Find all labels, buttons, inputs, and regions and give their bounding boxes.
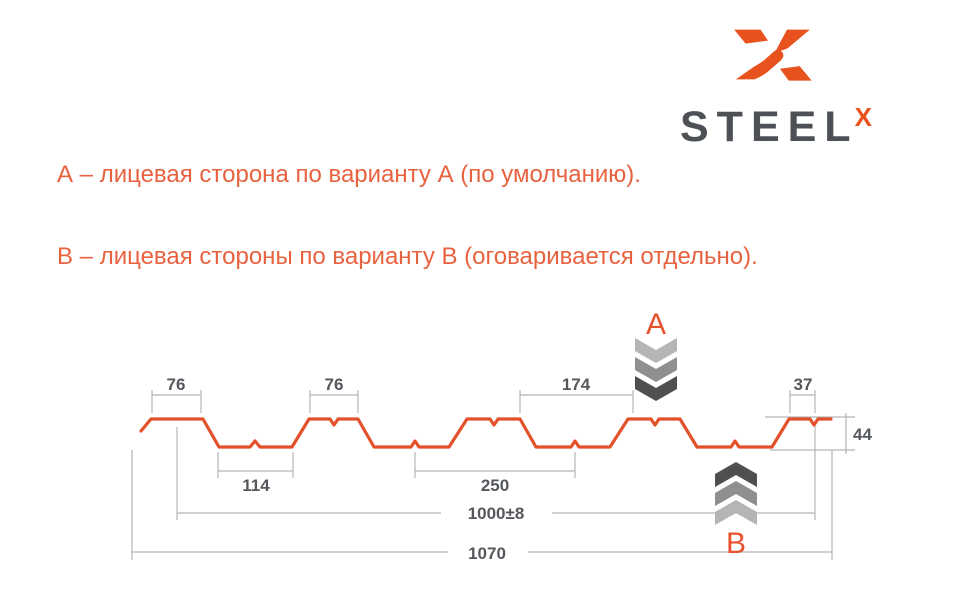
dim-edge-flat-lines (789, 390, 816, 413)
chevron-down-icon (635, 338, 677, 363)
dim-valley-open-label: 174 (562, 375, 591, 394)
dim-edge-flat-label: 37 (794, 375, 813, 394)
logo-superscript-x: X (854, 102, 872, 132)
dim-overall-width-lines (131, 450, 833, 560)
dim-crest-left-lines (151, 390, 202, 413)
heading-variant-a: А – лицевая сторона по варианту А (по ум… (57, 161, 641, 188)
dim-valley-open-lines (519, 390, 634, 413)
logo-wordmark: STEELX (680, 102, 872, 152)
dim-overall-width-label: 1070 (468, 544, 506, 563)
dim-crest-mid-label: 76 (325, 375, 344, 394)
logo-brand-text: STEEL (680, 103, 859, 151)
chevron-up-icon (715, 481, 757, 506)
dim-crest-left-label: 76 (167, 375, 186, 394)
chevron-up-icon (715, 500, 757, 525)
chevron-down-icon (635, 376, 677, 401)
marker-b-label: В (726, 527, 746, 560)
dim-working-width-lines (176, 421, 816, 520)
dimension-labels: 76 76 174 37 114 250 1000±8 1070 44 (167, 375, 873, 563)
x-icon-top-right-arm (774, 29, 810, 53)
dim-working-width-label: 1000±8 (468, 504, 525, 523)
profile-outline (139, 417, 833, 449)
marker-a: А (635, 308, 677, 401)
x-icon-s-band (735, 49, 784, 80)
dim-valley-bottom-lines (217, 452, 294, 478)
x-icon-top-left-wedge (734, 29, 769, 44)
dim-height-lines (765, 413, 855, 454)
dim-height-label: 44 (853, 425, 872, 444)
marker-a-label: А (646, 308, 666, 341)
steelx-logo: STEELX (680, 18, 900, 153)
x-icon-bottom-right-wedge (779, 66, 812, 81)
marker-b: В (715, 462, 757, 560)
heading-variant-b: В – лицевая стороны по варианту В (огова… (57, 243, 758, 270)
chevron-down-icon (635, 357, 677, 382)
chevron-up-icon (715, 462, 757, 487)
dim-crest-mid-lines (309, 390, 359, 413)
dim-valley-bottom-label: 114 (242, 476, 270, 495)
steelx-x-icon (734, 29, 812, 81)
x-icon-shapes (734, 29, 812, 81)
dimension-lines (131, 390, 855, 560)
dim-pitch-label: 250 (481, 476, 509, 495)
dim-pitch-lines (414, 452, 576, 478)
